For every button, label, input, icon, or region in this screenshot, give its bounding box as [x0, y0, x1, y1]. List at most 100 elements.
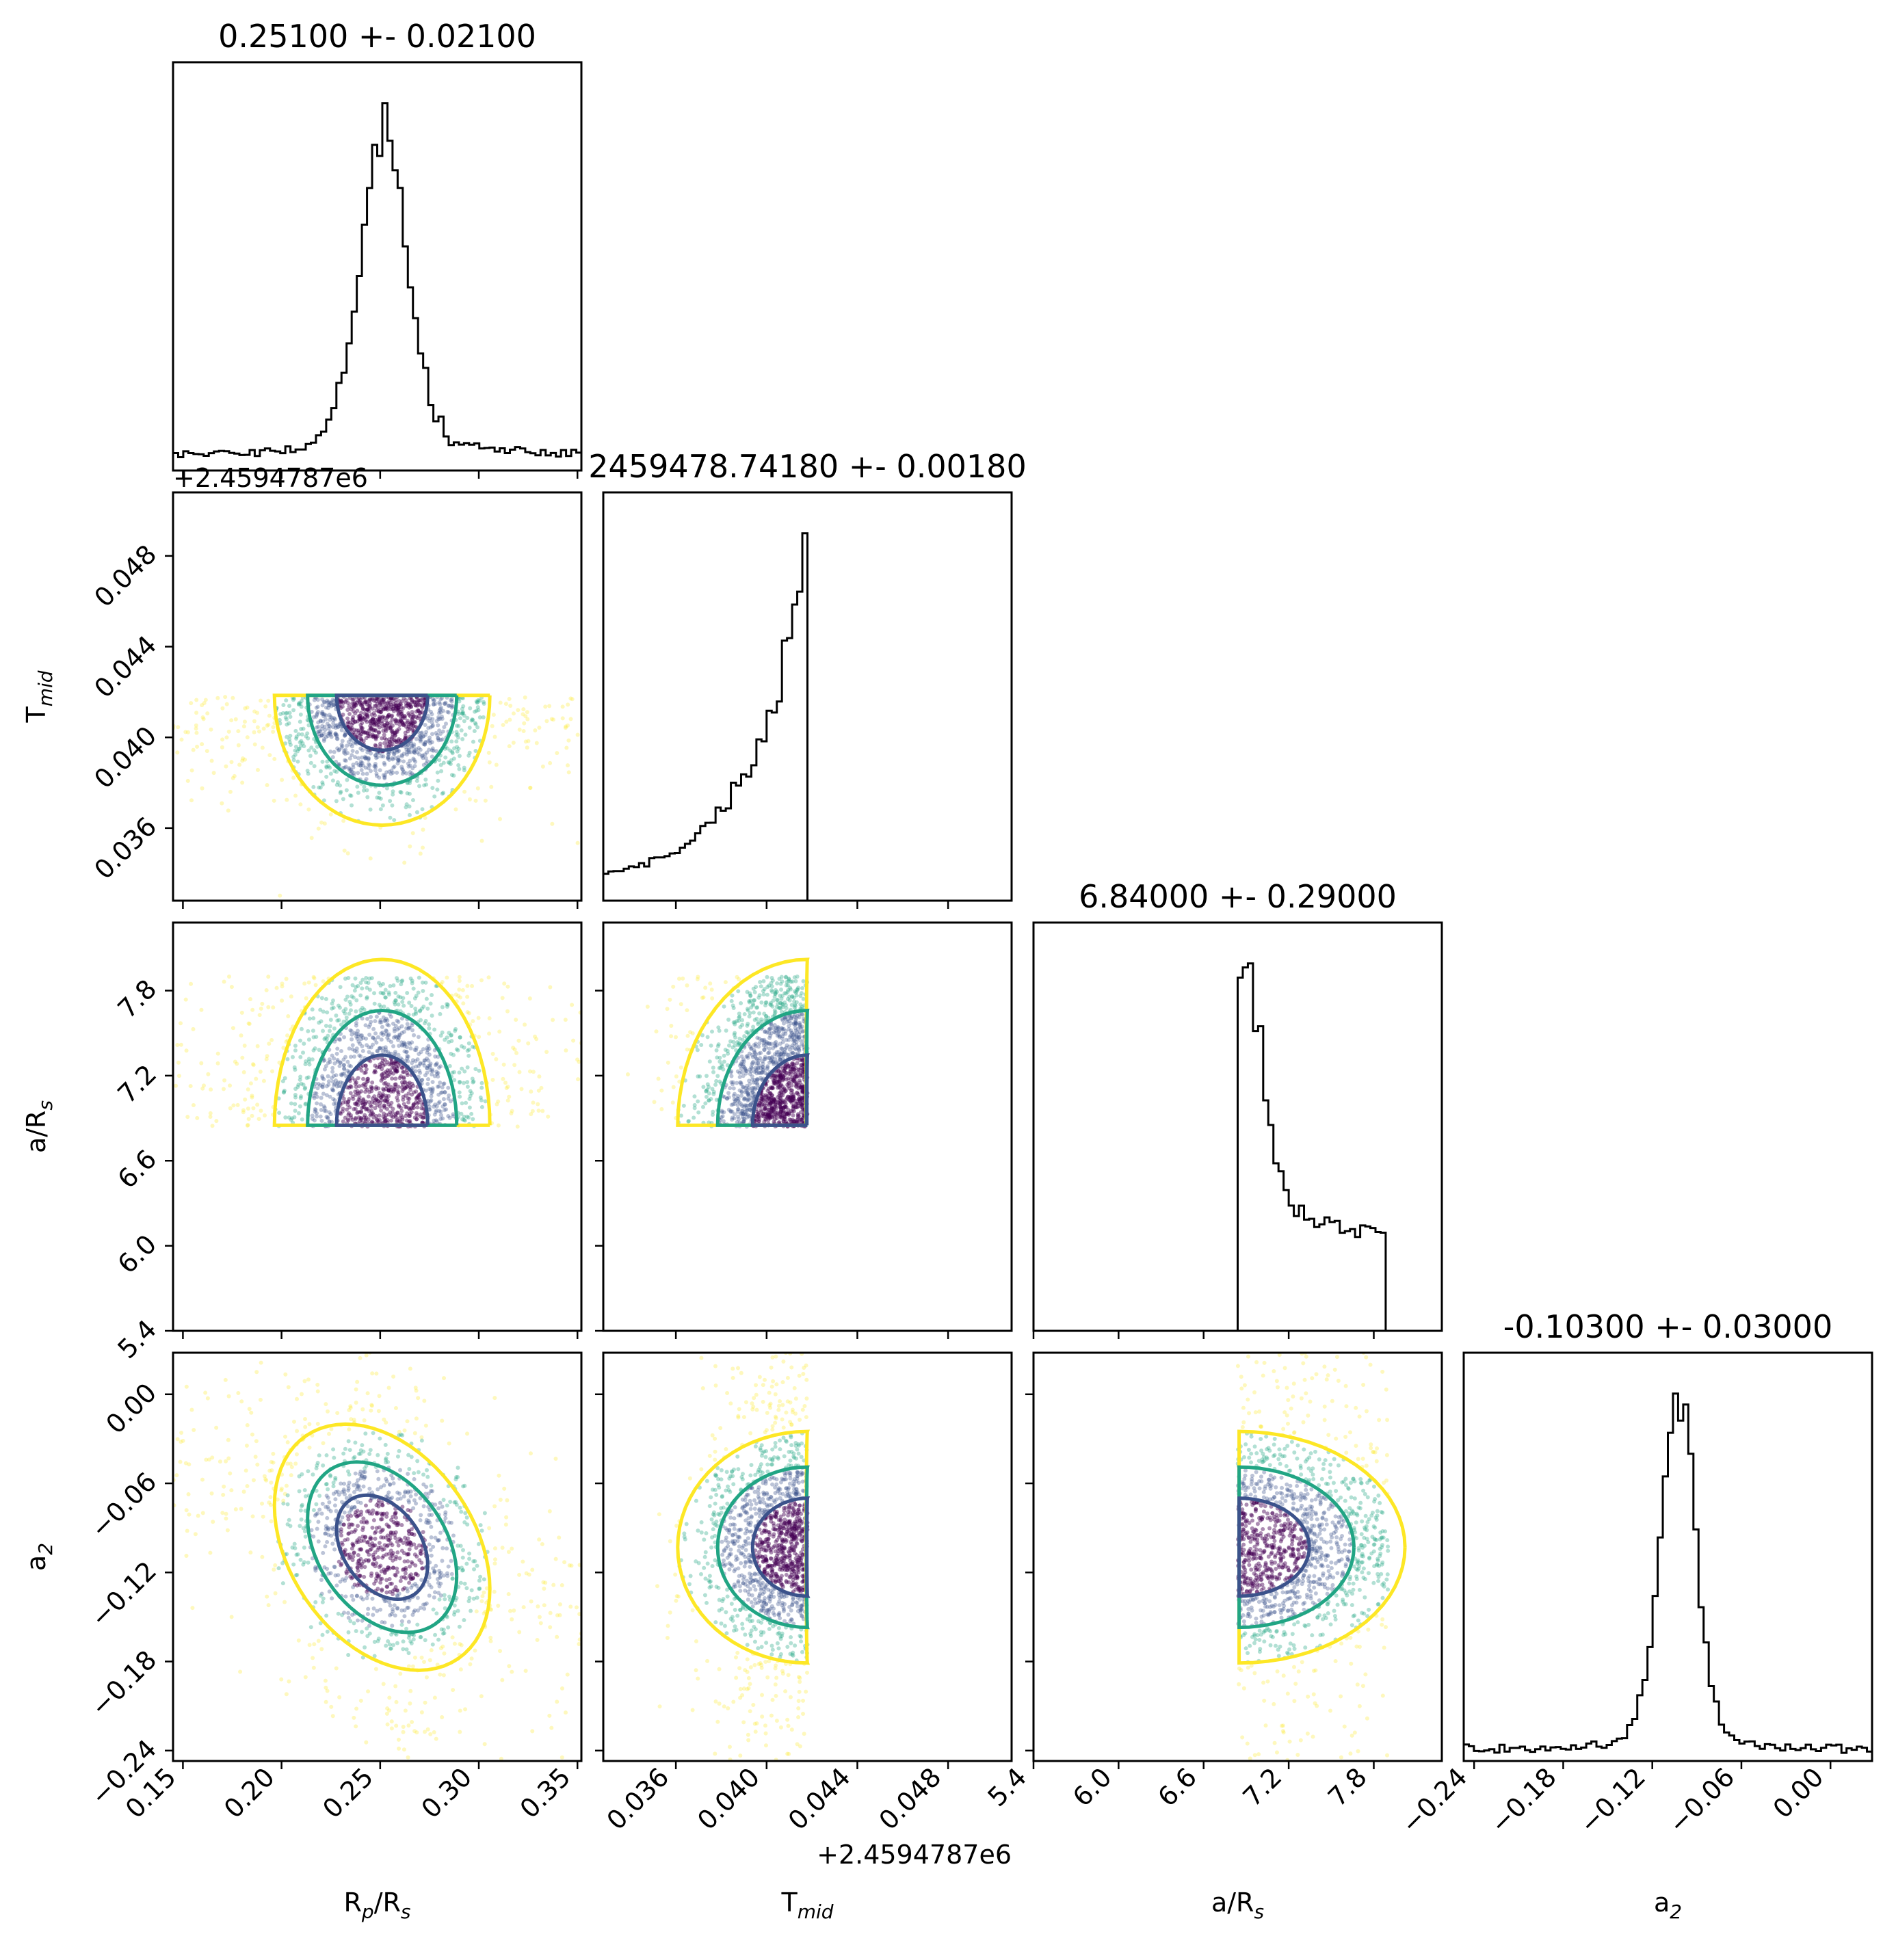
- sample-point: [386, 1537, 391, 1542]
- sample-point: [420, 705, 425, 710]
- sample-point: [175, 1042, 180, 1047]
- sample-point: [324, 774, 329, 779]
- sample-point: [410, 771, 414, 776]
- contour-inner: [334, 693, 430, 752]
- sample-point: [351, 765, 356, 770]
- sample-point: [399, 753, 404, 758]
- sample-point: [251, 1063, 256, 1068]
- sample-point: [515, 1124, 520, 1129]
- sample-point: [360, 1105, 365, 1110]
- sample-point: [395, 1037, 400, 1042]
- sample-point: [358, 1042, 363, 1046]
- sample-point: [501, 1076, 505, 1081]
- sample-point: [324, 713, 329, 718]
- sample-point: [326, 1074, 330, 1078]
- sample-point: [390, 723, 395, 728]
- sample-point: [365, 1076, 370, 1081]
- sample-point: [396, 1035, 401, 1040]
- sample-point: [473, 721, 477, 726]
- sample-point: [386, 1565, 391, 1570]
- sample-point: [383, 1118, 388, 1123]
- sample-point: [787, 977, 791, 982]
- sample-point: [358, 733, 363, 738]
- sample-point: [769, 1003, 774, 1007]
- sample-point: [306, 1059, 311, 1064]
- sample-point: [408, 1113, 412, 1118]
- sample-point: [419, 1634, 423, 1639]
- sample-point: [367, 704, 371, 708]
- sample-point: [337, 1005, 342, 1010]
- sample-point: [386, 752, 391, 757]
- sample-point: [268, 1502, 273, 1507]
- sample-point: [384, 786, 389, 791]
- sample-point: [386, 1459, 391, 1464]
- sample-point: [437, 1572, 442, 1576]
- sample-point: [776, 1098, 781, 1102]
- sample-point: [375, 1065, 380, 1070]
- sample-point: [773, 1044, 778, 1049]
- sample-point: [245, 705, 250, 710]
- sample-point: [233, 1507, 238, 1512]
- sample-point: [418, 1496, 423, 1500]
- sample-point: [347, 999, 352, 1004]
- sample-point: [358, 716, 363, 721]
- sample-point: [792, 1032, 797, 1037]
- sample-point: [739, 1054, 744, 1059]
- sample-point: [774, 1106, 779, 1111]
- sample-point: [339, 1048, 343, 1053]
- sample-point: [422, 1606, 427, 1611]
- sample-point: [764, 1094, 769, 1099]
- sample-point: [342, 733, 347, 738]
- sample-point: [461, 711, 466, 716]
- sample-point: [266, 722, 271, 727]
- sample-point: [707, 1091, 711, 1096]
- sample-point: [421, 989, 425, 994]
- sample-point: [174, 1473, 179, 1478]
- sample-point: [346, 1488, 351, 1493]
- sample-point: [413, 1059, 418, 1063]
- sample-point: [271, 1460, 276, 1465]
- axes-frame: [172, 61, 583, 472]
- sample-point: [403, 1490, 408, 1495]
- sample-point: [284, 977, 289, 981]
- sample-point: [373, 1550, 378, 1554]
- sample-point: [748, 1102, 752, 1107]
- sample-point: [372, 991, 377, 996]
- sample-point: [356, 714, 361, 719]
- sample-point: [318, 1114, 323, 1119]
- sample-point: [383, 1045, 388, 1050]
- sample-point: [293, 1068, 298, 1072]
- sample-point: [371, 720, 376, 725]
- sample-point: [385, 1018, 390, 1023]
- sample-point: [386, 1088, 391, 1093]
- sample-point: [391, 706, 395, 711]
- sample-point: [319, 733, 324, 738]
- sample-point: [789, 1030, 794, 1035]
- sample-point: [311, 1029, 315, 1033]
- sample-point: [700, 995, 705, 1000]
- sample-point: [287, 1679, 291, 1684]
- sample-point: [455, 749, 460, 754]
- sample-point: [793, 1021, 798, 1026]
- sample-point: [508, 704, 513, 708]
- sample-point: [449, 758, 453, 763]
- sample-point: [432, 1569, 437, 1574]
- sample-point: [384, 1107, 389, 1111]
- sample-point: [778, 1104, 782, 1109]
- sample-point: [732, 1116, 737, 1121]
- sample-point: [770, 1106, 775, 1111]
- sample-point: [461, 1567, 466, 1572]
- sample-point: [400, 1115, 405, 1120]
- sample-point: [373, 728, 378, 733]
- sample-point: [321, 1104, 326, 1109]
- sample-point: [430, 732, 434, 737]
- y-tick-label: 0.048: [88, 539, 162, 613]
- sample-point: [403, 1085, 408, 1090]
- sample-point: [378, 715, 382, 720]
- sample-point: [382, 701, 387, 706]
- sample-point: [489, 784, 494, 789]
- sample-point: [763, 1018, 767, 1022]
- sample-point: [431, 1607, 436, 1612]
- sample-point: [313, 1108, 318, 1113]
- sample-point: [396, 994, 401, 999]
